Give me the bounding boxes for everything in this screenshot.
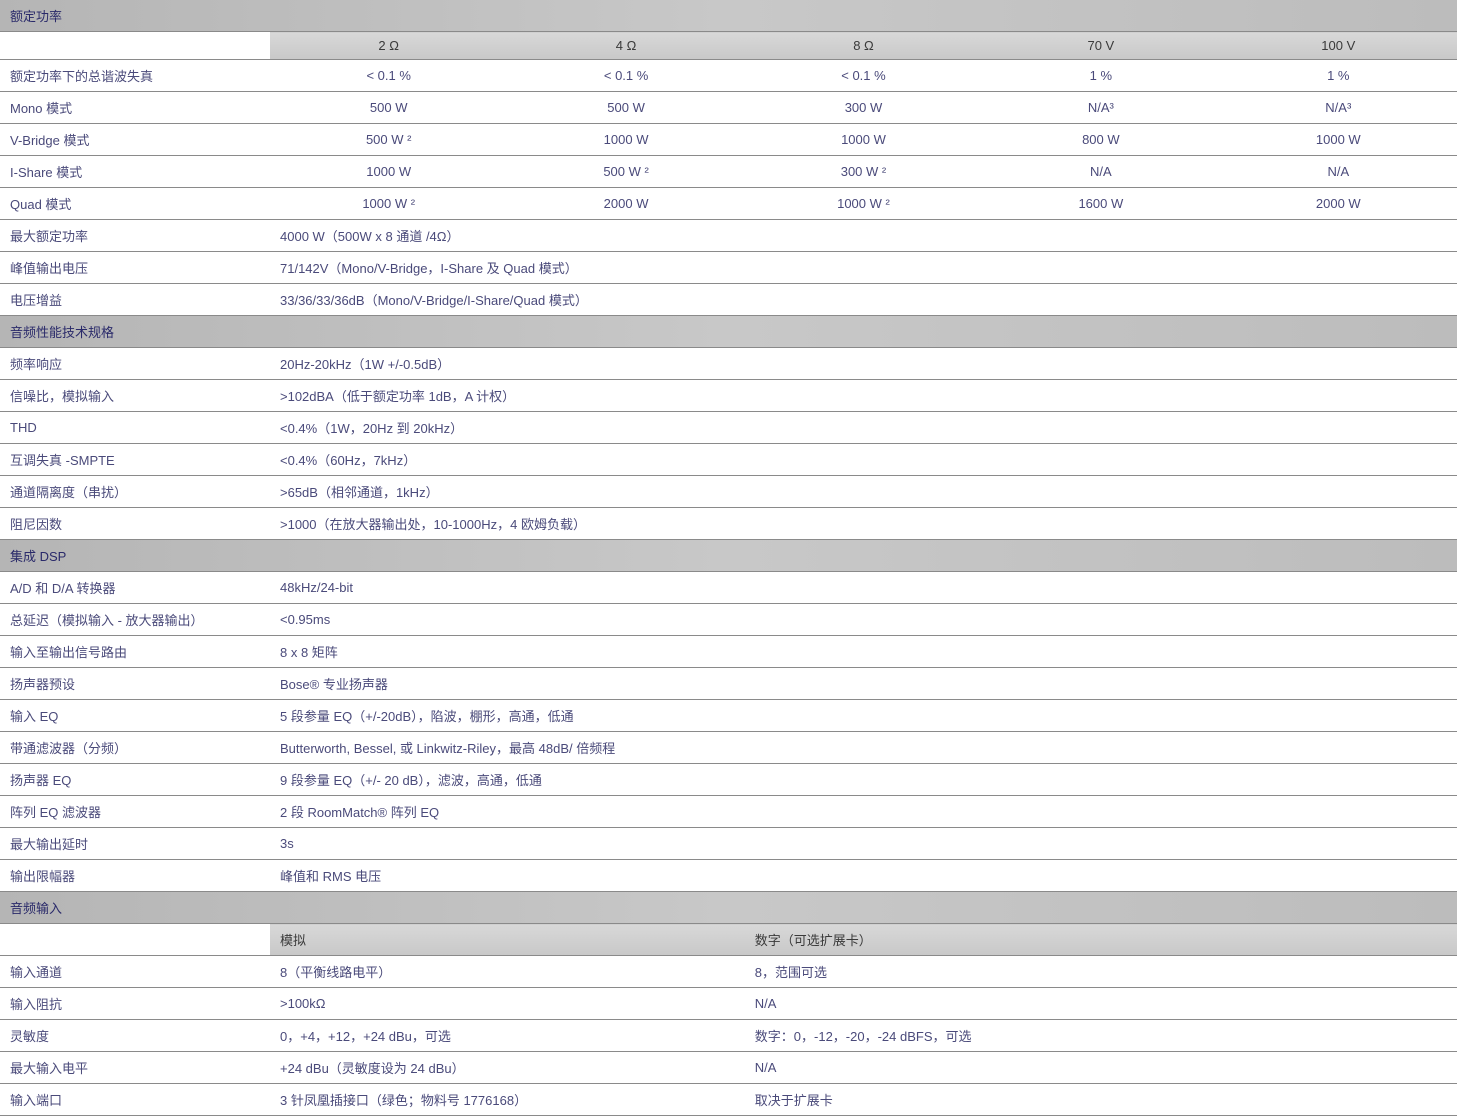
audio-perf-label: 阻尼因数: [0, 508, 270, 540]
dsp-value: <0.95ms: [270, 604, 1457, 636]
rated-power-row-label: I-Share 模式: [0, 156, 270, 188]
dsp-label: 输出限幅器: [0, 860, 270, 892]
audio-input-digital: N/A: [745, 988, 1457, 1020]
rated-power-cell: 500 W ²: [507, 156, 744, 188]
audio-perf-label: 互调失真 -SMPTE: [0, 444, 270, 476]
rated-power-cell: 500 W: [507, 92, 744, 124]
rated-power-span-value: 4000 W（500W x 8 通道 /4Ω）: [270, 220, 1457, 252]
rated-power-col-1: 4 Ω: [507, 32, 744, 60]
rated-power-cell: 1000 W ²: [270, 188, 507, 220]
audio-perf-value: >65dB（相邻通道，1kHz）: [270, 476, 1457, 508]
audio-perf-value: <0.4%（60Hz，7kHz）: [270, 444, 1457, 476]
audio-input-col-analog: 模拟: [270, 924, 745, 956]
audio-perf-value: >1000（在放大器输出处，10-1000Hz，4 欧姆负载）: [270, 508, 1457, 540]
rated-power-cell: < 0.1 %: [745, 60, 982, 92]
audio-perf-label: 信噪比，模拟输入: [0, 380, 270, 412]
dsp-value: 5 段参量 EQ（+/-20dB），陷波，棚形，高通，低通: [270, 700, 1457, 732]
rated-power-cell: 1000 W: [270, 156, 507, 188]
rated-power-cell: N/A: [1220, 156, 1457, 188]
audio-perf-value: 20Hz-20kHz（1W +/-0.5dB）: [270, 348, 1457, 380]
dsp-value: 2 段 RoomMatch® 阵列 EQ: [270, 796, 1457, 828]
rated-power-span-value: 33/36/33/36dB（Mono/V-Bridge/I-Share/Quad…: [270, 284, 1457, 316]
rated-power-cell: 1 %: [982, 60, 1219, 92]
rated-power-row-label: Mono 模式: [0, 92, 270, 124]
rated-power-col-4: 100 V: [1220, 32, 1457, 60]
rated-power-cell: 2000 W: [1220, 188, 1457, 220]
rated-power-span-label: 电压增益: [0, 284, 270, 316]
dsp-label: 阵列 EQ 滤波器: [0, 796, 270, 828]
rated-power-span-value: 71/142V（Mono/V-Bridge，I-Share 及 Quad 模式）: [270, 252, 1457, 284]
rated-power-row-label: Quad 模式: [0, 188, 270, 220]
dsp-label: 带通滤波器（分频）: [0, 732, 270, 764]
section-audio-perf: 音频性能技术规格: [0, 316, 1457, 348]
rated-power-span-label: 最大额定功率: [0, 220, 270, 252]
audio-input-digital: 8，范围可选: [745, 956, 1457, 988]
section-dsp: 集成 DSP: [0, 540, 1457, 572]
dsp-label: A/D 和 D/A 转换器: [0, 572, 270, 604]
audio-perf-label: 频率响应: [0, 348, 270, 380]
audio-perf-label: THD: [0, 412, 270, 444]
audio-input-label: 最大输入电平: [0, 1052, 270, 1084]
dsp-value: 48kHz/24-bit: [270, 572, 1457, 604]
rated-power-cell: 800 W: [982, 124, 1219, 156]
dsp-value: Bose® 专业扬声器: [270, 668, 1457, 700]
rated-power-cell: N/A³: [982, 92, 1219, 124]
rated-power-cell: 1 %: [1220, 60, 1457, 92]
rated-power-cell: 500 W: [270, 92, 507, 124]
rated-power-cell: 1000 W: [507, 124, 744, 156]
rated-power-cell: 300 W: [745, 92, 982, 124]
dsp-label: 输入 EQ: [0, 700, 270, 732]
rated-power-cell: N/A: [982, 156, 1219, 188]
rated-power-cell: 500 W ²: [270, 124, 507, 156]
audio-perf-label: 通道隔离度（串扰）: [0, 476, 270, 508]
dsp-label: 输入至输出信号路由: [0, 636, 270, 668]
section-audio-input: 音频输入: [0, 892, 1457, 924]
spec-table: 额定功率2 Ω4 Ω8 Ω70 V100 V额定功率下的总谐波失真< 0.1 %…: [0, 0, 1457, 1116]
rated-power-col-2: 8 Ω: [745, 32, 982, 60]
audio-input-analog: 0，+4，+12，+24 dBu，可选: [270, 1020, 745, 1052]
audio-input-digital: 数字：0，-12，-20，-24 dBFS，可选: [745, 1020, 1457, 1052]
audio-input-label: 输入端口: [0, 1084, 270, 1116]
section-rated-power: 额定功率: [0, 0, 1457, 32]
audio-perf-value: >102dBA（低于额定功率 1dB，A 计权）: [270, 380, 1457, 412]
dsp-value: Butterworth, Bessel, 或 Linkwitz-Riley，最高…: [270, 732, 1457, 764]
rated-power-cell: 1600 W: [982, 188, 1219, 220]
dsp-value: 3s: [270, 828, 1457, 860]
dsp-label: 扬声器 EQ: [0, 764, 270, 796]
rated-power-col-3: 70 V: [982, 32, 1219, 60]
rated-power-cell: 1000 W ²: [745, 188, 982, 220]
audio-input-label: 灵敏度: [0, 1020, 270, 1052]
dsp-value: 8 x 8 矩阵: [270, 636, 1457, 668]
rated-power-col-0: 2 Ω: [270, 32, 507, 60]
rated-power-cell: 1000 W: [1220, 124, 1457, 156]
rated-power-span-label: 峰值输出电压: [0, 252, 270, 284]
rated-power-cell: 2000 W: [507, 188, 744, 220]
dsp-value: 峰值和 RMS 电压: [270, 860, 1457, 892]
rated-power-cell: < 0.1 %: [507, 60, 744, 92]
rated-power-cell: 300 W ²: [745, 156, 982, 188]
dsp-label: 扬声器预设: [0, 668, 270, 700]
audio-input-analog: +24 dBu（灵敏度设为 24 dBu）: [270, 1052, 745, 1084]
audio-input-digital: 取决于扩展卡: [745, 1084, 1457, 1116]
rated-power-cell: N/A³: [1220, 92, 1457, 124]
audio-input-col-digital: 数字（可选扩展卡）: [745, 924, 1457, 956]
audio-input-label: 输入通道: [0, 956, 270, 988]
audio-input-label: 输入阻抗: [0, 988, 270, 1020]
audio-input-analog: 8（平衡线路电平）: [270, 956, 745, 988]
rated-power-cell: 1000 W: [745, 124, 982, 156]
dsp-label: 总延迟（模拟输入 - 放大器输出）: [0, 604, 270, 636]
rated-power-row-label: 额定功率下的总谐波失真: [0, 60, 270, 92]
audio-input-analog: 3 针凤凰插接口（绿色；物料号 1776168）: [270, 1084, 745, 1116]
dsp-value: 9 段参量 EQ（+/- 20 dB），滤波，高通，低通: [270, 764, 1457, 796]
dsp-label: 最大输出延时: [0, 828, 270, 860]
rated-power-row-label: V-Bridge 模式: [0, 124, 270, 156]
audio-input-digital: N/A: [745, 1052, 1457, 1084]
rated-power-cell: < 0.1 %: [270, 60, 507, 92]
audio-perf-value: <0.4%（1W，20Hz 到 20kHz）: [270, 412, 1457, 444]
audio-input-analog: >100kΩ: [270, 988, 745, 1020]
